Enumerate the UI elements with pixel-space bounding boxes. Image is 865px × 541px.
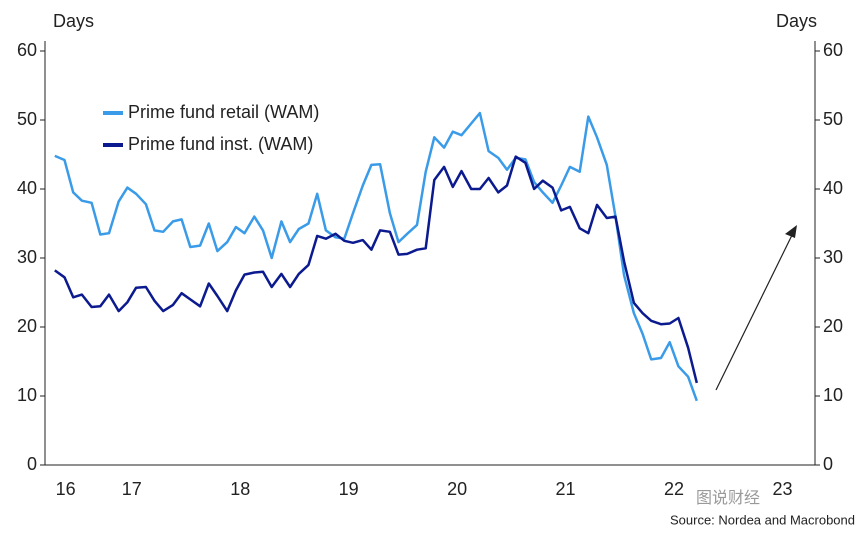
y-tick-label: 20 xyxy=(17,316,37,336)
x-tick-label: 16 xyxy=(56,479,76,499)
y2-tick-label: 30 xyxy=(823,247,843,267)
y2-tick-label: 40 xyxy=(823,178,843,198)
series-line xyxy=(54,155,699,384)
y-tick-label: 60 xyxy=(17,40,37,60)
x-tick-label: 21 xyxy=(556,479,576,499)
watermark: 图说财经 xyxy=(696,489,760,507)
legend-label: Prime fund retail (WAM) xyxy=(128,102,319,122)
legend-label: Prime fund inst. (WAM) xyxy=(128,134,313,154)
arrow xyxy=(715,228,796,391)
y2-tick-label: 50 xyxy=(823,109,843,129)
y-tick-label: 40 xyxy=(17,178,37,198)
x-tick-label: 19 xyxy=(339,479,359,499)
x-tick-label: 17 xyxy=(122,479,142,499)
x-tick-label: 23 xyxy=(772,479,792,499)
y-tick-label: 30 xyxy=(17,247,37,267)
arrowhead xyxy=(785,225,797,238)
x-tick-label: 18 xyxy=(230,479,250,499)
y2-tick-label: 10 xyxy=(823,385,843,405)
x-tick-label: 20 xyxy=(447,479,467,499)
x-tick-label: 22 xyxy=(664,479,684,499)
y-axis-label: Days xyxy=(53,11,94,31)
y2-tick-label: 0 xyxy=(823,454,833,474)
source: Source: Nordea and Macrobond xyxy=(670,512,855,527)
y2-axis-label: Days xyxy=(776,11,817,31)
y-tick-label: 10 xyxy=(17,385,37,405)
y-tick-label: 50 xyxy=(17,109,37,129)
y-tick-label: 0 xyxy=(27,454,37,474)
y2-tick-label: 20 xyxy=(823,316,843,336)
y2-tick-label: 60 xyxy=(823,40,843,60)
series-line xyxy=(54,111,698,402)
